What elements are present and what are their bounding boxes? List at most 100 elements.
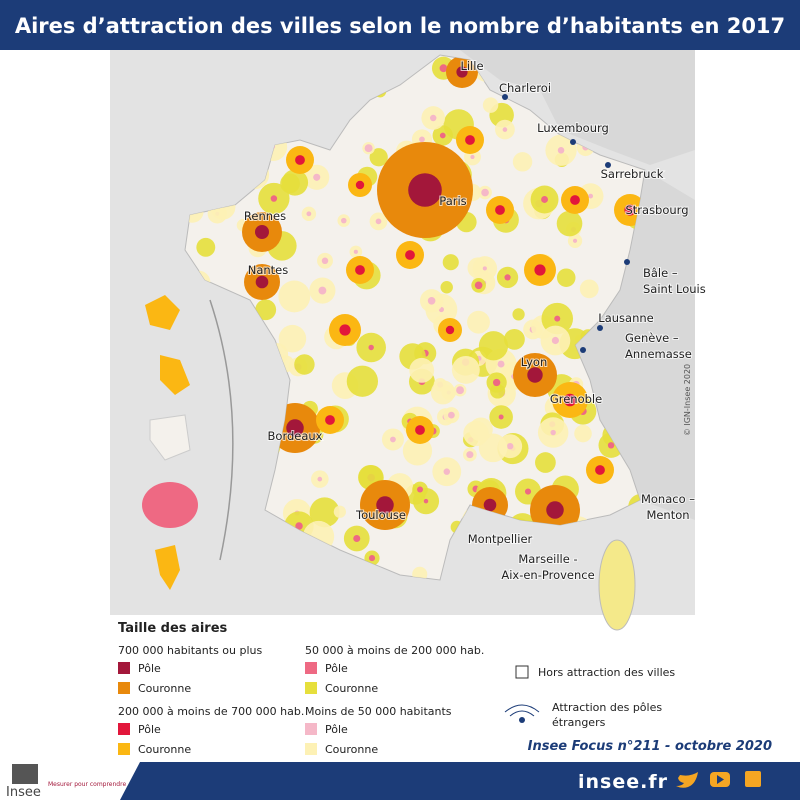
area-pole	[415, 425, 425, 435]
area-pole	[506, 442, 514, 450]
pole-dot	[597, 325, 603, 331]
twitter-icon[interactable]	[676, 772, 698, 788]
logo-mark	[12, 764, 38, 784]
area-pole	[481, 188, 489, 197]
city-label: Aix-en-Provence	[501, 568, 594, 582]
legend-swatch	[118, 723, 130, 735]
area-pole	[286, 419, 304, 437]
legend-item: Couronne	[138, 743, 191, 756]
area-pole	[624, 204, 636, 216]
city-label: Bordeaux	[268, 429, 323, 443]
area-pole	[255, 225, 269, 239]
guyane	[149, 414, 191, 461]
legend-swatch	[118, 743, 130, 755]
pole-dot	[502, 94, 508, 100]
area-pole	[376, 496, 394, 514]
area-pole	[541, 196, 548, 203]
neighbour-land	[575, 170, 695, 520]
area-crown	[512, 308, 525, 321]
area-pole	[427, 296, 436, 305]
area-pole	[313, 173, 321, 181]
area-pole	[497, 360, 505, 368]
area-crown	[512, 152, 533, 172]
area-crown	[255, 299, 277, 321]
area-crown	[579, 279, 599, 299]
legend: 700 000 habitants ou plus Pôle Couronne 50 …	[118, 644, 484, 756]
area-pole	[527, 367, 543, 383]
area-pole	[588, 193, 594, 199]
legend-swatch	[118, 662, 130, 674]
area-pole	[504, 274, 511, 281]
area-pole	[355, 180, 365, 190]
area-crown	[278, 280, 311, 313]
area-crown	[430, 380, 456, 405]
legend-item: Pôle	[325, 662, 348, 675]
area-pole	[375, 218, 382, 225]
area-pole	[534, 264, 546, 276]
credit: © IGN-Insee 2020	[683, 364, 692, 436]
corsica	[598, 539, 636, 631]
legend-swatch	[305, 662, 317, 674]
area-pole	[456, 386, 464, 395]
area-crown	[503, 328, 525, 350]
guadeloupe	[145, 295, 180, 330]
legend-group-title: 200 000 à moins de 700 000 hab.	[118, 705, 304, 718]
reunion	[142, 482, 198, 528]
area-pole	[483, 498, 497, 512]
area-pole	[557, 146, 565, 154]
legend-item: Couronne	[325, 743, 378, 756]
city-labels: Lille Charleroi Luxembourg Sarrebruck Paris S…	[243, 58, 707, 583]
area-pole	[550, 429, 556, 436]
area-pole	[456, 66, 468, 78]
area-pole	[390, 436, 396, 443]
title: Aires d’attraction des villes selon le n…	[15, 14, 785, 38]
city-label: Genève –	[625, 331, 679, 345]
area-pole	[417, 486, 424, 493]
legend-swatch	[305, 723, 317, 735]
area-crown	[346, 365, 379, 397]
area-crown	[280, 173, 300, 194]
legend-swatch	[305, 743, 317, 755]
area-crown	[409, 357, 435, 383]
mayotte	[155, 545, 180, 590]
city-label: Monaco –	[641, 492, 695, 506]
legend-swatch	[118, 682, 130, 694]
area-pole	[339, 324, 351, 336]
area-pole	[255, 275, 269, 289]
area-crown	[369, 148, 388, 167]
legend-swatch	[305, 682, 317, 694]
city-label: Montpellier	[468, 532, 533, 546]
area-pole	[595, 465, 605, 475]
legend-group-title: 50 000 à moins de 200 000 hab.	[305, 644, 484, 657]
tagline: Mesurer pour comprendre	[48, 781, 126, 788]
linkedin-icon[interactable]	[745, 771, 761, 787]
logo: Insee	[6, 785, 41, 800]
legend-group-title: Moins de 50 000 habitants	[305, 705, 452, 718]
pole-dot	[580, 347, 586, 353]
area-crown	[478, 331, 509, 361]
area-pole	[470, 154, 475, 160]
city-label: Bâle –	[643, 266, 678, 280]
area-pole	[563, 393, 577, 407]
area-crown	[333, 505, 347, 518]
separator	[209, 299, 234, 561]
area-pole	[572, 238, 578, 243]
area-pole	[495, 205, 505, 215]
pole-dot	[624, 259, 630, 265]
area-pole	[408, 173, 442, 207]
city-label: Luxembourg	[537, 121, 609, 135]
overseas	[142, 295, 198, 590]
area-pole	[474, 281, 483, 290]
city-label: Nantes	[248, 263, 289, 277]
area-pole	[368, 344, 374, 351]
area-pole	[502, 127, 508, 132]
area-crown	[467, 310, 490, 334]
pole-dot	[605, 162, 611, 168]
foreign-label: étrangers	[552, 716, 606, 729]
area-crown	[463, 420, 489, 447]
legend-item: Pôle	[138, 662, 161, 675]
area-pole	[353, 249, 358, 254]
area-crown	[535, 452, 556, 473]
foreign-icon	[504, 704, 540, 717]
city-label: Grenoble	[550, 392, 602, 406]
